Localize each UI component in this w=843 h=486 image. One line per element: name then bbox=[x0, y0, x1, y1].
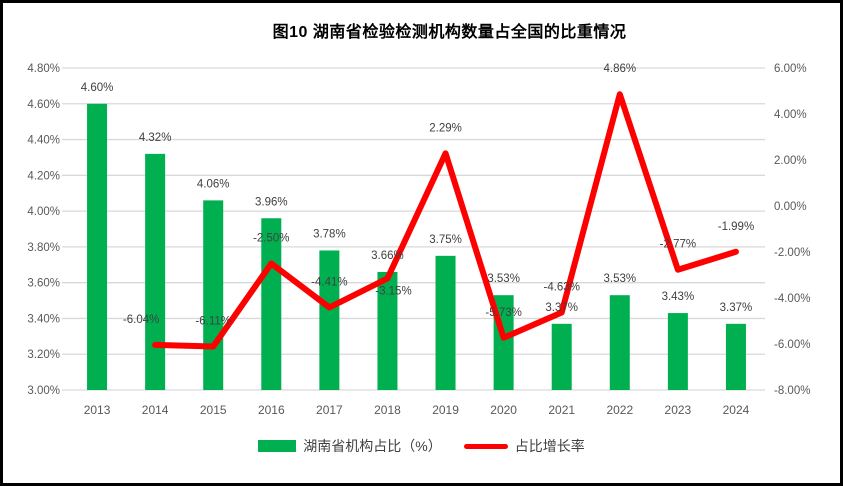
right-axis-tick-label: -4.00% bbox=[774, 293, 810, 305]
right-axis-tick-label: -6.00% bbox=[774, 339, 810, 351]
line-data-label: 2.29% bbox=[429, 122, 462, 134]
x-axis-label: 2021 bbox=[548, 403, 575, 417]
bar-2018 bbox=[377, 271, 398, 390]
line-data-label: -5.73% bbox=[485, 307, 521, 319]
line-data-label: -1.99% bbox=[718, 221, 754, 233]
bar-2023 bbox=[667, 313, 688, 390]
bar-2024 bbox=[725, 323, 746, 390]
right-axis-tick-label: 0.00% bbox=[774, 201, 807, 213]
bar-data-label: 4.32% bbox=[139, 132, 172, 144]
bar-2022 bbox=[609, 295, 630, 390]
x-axis-label: 2024 bbox=[723, 403, 750, 417]
left-axis-tick-label: 3.00% bbox=[27, 385, 60, 397]
bar-2016 bbox=[261, 218, 282, 390]
right-axis-tick-label: -8.00% bbox=[774, 385, 810, 397]
x-axis-label: 2023 bbox=[665, 403, 692, 417]
right-axis-tick-label: 2.00% bbox=[774, 155, 807, 167]
line-data-label: -3.15% bbox=[375, 285, 411, 297]
chart-title: 图10 湖南省检验检测机构数量占全国的比重情况 bbox=[272, 24, 627, 41]
bar-2014 bbox=[145, 153, 166, 390]
left-axis-tick-label: 3.80% bbox=[27, 242, 60, 254]
left-axis-tick-label: 4.80% bbox=[27, 63, 60, 75]
bar-data-label: 4.06% bbox=[197, 178, 230, 190]
x-axis-label: 2013 bbox=[84, 403, 111, 417]
left-axis-tick-label: 3.20% bbox=[27, 349, 60, 361]
line-data-label: 4.86% bbox=[603, 63, 636, 75]
left-axis-tick-label: 4.20% bbox=[27, 170, 60, 182]
bar-2013 bbox=[87, 103, 108, 391]
line-series-swatch bbox=[463, 443, 508, 449]
right-axis-tick-label: 4.00% bbox=[774, 109, 807, 121]
line-data-label: -4.41% bbox=[311, 276, 347, 288]
x-axis-label: 2014 bbox=[142, 403, 169, 417]
bar-data-label: 3.78% bbox=[313, 228, 346, 240]
left-axis-tick-label: 3.40% bbox=[27, 313, 60, 325]
left-axis-tick-label: 4.00% bbox=[27, 206, 60, 218]
bar-data-label: 4.60% bbox=[81, 82, 114, 94]
bar-2019 bbox=[435, 255, 456, 390]
line-data-label: -6.11% bbox=[195, 316, 231, 328]
bar-data-label: 3.37% bbox=[545, 302, 578, 314]
x-axis-label: 2020 bbox=[490, 403, 517, 417]
line-data-label: -2.77% bbox=[660, 239, 696, 251]
legend-item-line-series: 占比增长率 bbox=[463, 436, 585, 456]
bar-2017 bbox=[319, 250, 340, 390]
legend-item-bar-series: 湖南省机构占比（%） bbox=[258, 436, 442, 456]
bar-data-label: 3.66% bbox=[371, 250, 404, 262]
line-data-label: -6.04% bbox=[123, 314, 159, 326]
bar-data-label: 3.37% bbox=[720, 302, 753, 314]
left-axis-tick-label: 3.60% bbox=[27, 278, 60, 290]
chart-legend: 湖南省机构占比（%） 占比增长率 bbox=[0, 433, 843, 459]
x-axis-label: 2022 bbox=[606, 403, 633, 417]
growth-rate-line bbox=[152, 91, 739, 350]
right-axis-tick-label: -2.00% bbox=[774, 247, 810, 259]
bar-data-label: 3.53% bbox=[603, 273, 636, 285]
bar-data-label: 3.96% bbox=[255, 196, 288, 208]
x-axis-label: 2017 bbox=[316, 403, 343, 417]
bar-data-label: 3.43% bbox=[662, 291, 695, 303]
x-axis-label: 2015 bbox=[200, 403, 227, 417]
x-axis-label: 2019 bbox=[432, 403, 459, 417]
bar-data-label: 3.53% bbox=[487, 273, 520, 285]
right-axis-tick-label: 6.00% bbox=[774, 63, 807, 75]
bar-2021 bbox=[551, 323, 572, 390]
left-axis-tick-label: 4.40% bbox=[27, 135, 60, 147]
bar-2015 bbox=[203, 200, 224, 390]
bar-series-label: 湖南省机构占比（%） bbox=[303, 438, 442, 454]
bar-data-label: 3.75% bbox=[429, 234, 462, 246]
left-axis-tick-label: 4.60% bbox=[27, 99, 60, 111]
x-axis-label: 2016 bbox=[258, 403, 285, 417]
line-data-label: -4.63% bbox=[543, 281, 579, 293]
line-series-label: 占比增长率 bbox=[514, 438, 585, 454]
line-data-label: -2.50% bbox=[253, 233, 289, 245]
bar-series-swatch bbox=[258, 440, 297, 452]
x-axis-label: 2018 bbox=[374, 403, 401, 417]
